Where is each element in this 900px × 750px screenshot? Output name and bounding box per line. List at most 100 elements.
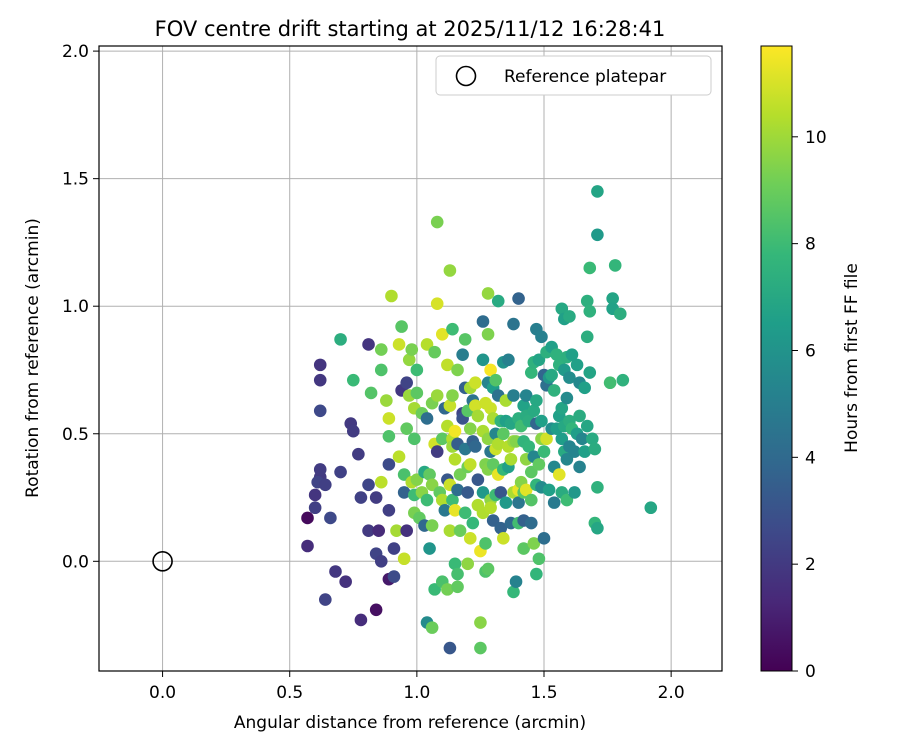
data-point bbox=[382, 458, 396, 471]
data-point bbox=[550, 348, 564, 361]
y-tick-label: 0.0 bbox=[62, 552, 89, 572]
data-point bbox=[560, 391, 574, 405]
data-point bbox=[474, 616, 487, 629]
data-point bbox=[494, 521, 508, 535]
data-point bbox=[555, 302, 569, 316]
data-point bbox=[613, 307, 627, 321]
legend-label-reference: Reference platepar bbox=[504, 67, 666, 87]
data-point bbox=[369, 603, 383, 617]
data-point bbox=[568, 445, 581, 458]
data-point bbox=[313, 358, 327, 372]
x-tick-label: 0.0 bbox=[149, 683, 176, 703]
colorbar-label: Hours from first FF file bbox=[842, 263, 862, 453]
data-point bbox=[410, 363, 424, 377]
data-point bbox=[532, 353, 546, 367]
data-point bbox=[517, 542, 530, 555]
data-point bbox=[532, 552, 546, 566]
data-point bbox=[535, 414, 548, 428]
data-point bbox=[443, 264, 457, 277]
data-point bbox=[420, 493, 434, 507]
data-point bbox=[364, 386, 378, 400]
data-point bbox=[451, 567, 464, 581]
colorbar bbox=[760, 45, 793, 672]
data-point bbox=[380, 394, 393, 407]
axis-ticks: 0.0 0.5 1.0 1.5 2.0 0.0 0.5 1.0 1.5 2.0 bbox=[62, 42, 685, 703]
data-point bbox=[524, 465, 538, 479]
data-point bbox=[392, 338, 406, 351]
colorbar-ticks: 0 2 4 6 8 10 bbox=[792, 128, 827, 682]
data-point bbox=[382, 412, 396, 425]
data-point bbox=[400, 376, 413, 390]
data-point bbox=[608, 259, 622, 272]
data-point bbox=[469, 399, 482, 412]
colorbar-tick-label: 0 bbox=[805, 662, 816, 682]
data-point bbox=[443, 399, 457, 412]
data-point bbox=[563, 310, 576, 323]
data-point bbox=[573, 460, 586, 474]
data-point bbox=[481, 562, 495, 576]
data-point bbox=[435, 327, 449, 341]
data-point bbox=[537, 532, 551, 545]
data-point bbox=[519, 389, 533, 402]
y-tick-label: 0.5 bbox=[62, 425, 89, 445]
data-point bbox=[410, 386, 424, 400]
data-point bbox=[530, 394, 543, 407]
data-point bbox=[425, 478, 439, 492]
data-point bbox=[540, 432, 553, 446]
data-point bbox=[430, 297, 444, 310]
colorbar-tick-label: 2 bbox=[805, 555, 816, 575]
data-point bbox=[451, 363, 464, 377]
x-tick-label: 0.5 bbox=[276, 683, 303, 703]
data-point bbox=[547, 384, 561, 397]
data-point bbox=[474, 641, 487, 655]
data-point bbox=[479, 537, 492, 550]
data-point bbox=[308, 501, 322, 515]
data-point bbox=[560, 452, 574, 466]
colorbar-tick-label: 4 bbox=[805, 448, 816, 468]
data-point bbox=[481, 287, 495, 300]
data-point bbox=[313, 373, 327, 387]
data-point bbox=[537, 445, 551, 458]
data-point bbox=[374, 475, 388, 489]
data-point bbox=[461, 557, 475, 571]
data-point bbox=[374, 555, 388, 568]
data-point bbox=[430, 389, 444, 402]
data-point bbox=[580, 419, 594, 433]
data-point bbox=[486, 458, 500, 471]
data-point bbox=[410, 473, 424, 486]
data-point bbox=[448, 557, 462, 571]
data-point bbox=[491, 294, 505, 308]
data-point bbox=[542, 483, 556, 497]
data-point bbox=[463, 422, 477, 435]
data-point bbox=[397, 468, 411, 481]
data-point bbox=[484, 401, 497, 415]
data-point bbox=[346, 424, 360, 438]
data-point bbox=[535, 330, 548, 344]
x-tick-label: 1.5 bbox=[530, 683, 557, 703]
data-point bbox=[374, 343, 388, 356]
data-point bbox=[463, 532, 477, 545]
data-point bbox=[591, 521, 604, 535]
data-point bbox=[446, 322, 459, 336]
data-point bbox=[319, 478, 332, 492]
legend-marker-reference bbox=[455, 65, 477, 87]
data-point bbox=[438, 503, 452, 517]
data-point bbox=[458, 333, 472, 346]
data-point bbox=[545, 368, 558, 382]
legend-box bbox=[435, 55, 712, 96]
data-point bbox=[486, 514, 500, 527]
data-point bbox=[435, 493, 449, 507]
data-point bbox=[497, 532, 510, 545]
data-point bbox=[578, 445, 591, 458]
data-point bbox=[382, 430, 396, 443]
data-point bbox=[334, 465, 347, 479]
data-point bbox=[527, 404, 541, 418]
data-point bbox=[547, 496, 561, 509]
data-point bbox=[390, 524, 403, 537]
data-point bbox=[385, 289, 398, 303]
data-point bbox=[382, 503, 396, 517]
y-tick-label: 1.5 bbox=[62, 170, 89, 190]
data-point bbox=[408, 432, 421, 446]
data-point bbox=[425, 519, 439, 532]
data-point bbox=[458, 506, 472, 520]
